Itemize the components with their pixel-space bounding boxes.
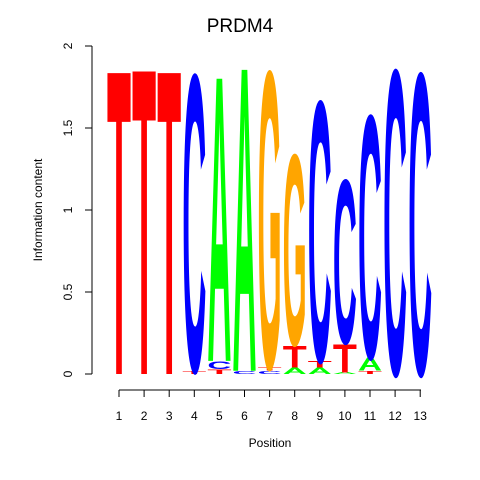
logo-letter-C: C xyxy=(207,359,231,371)
logo-letter-T: T xyxy=(333,336,357,382)
x-tick-label: 9 xyxy=(316,409,323,423)
logo-letter-T: T xyxy=(107,0,131,467)
logo-letter-T: T xyxy=(358,370,382,375)
x-tick-label: 13 xyxy=(414,409,428,423)
logo-letter-C: C xyxy=(233,370,257,375)
x-tick-label: 6 xyxy=(241,409,248,423)
y-axis xyxy=(85,45,93,375)
logo-letter-A: A xyxy=(283,366,307,376)
logo-letter-C: C xyxy=(383,0,407,467)
logo-letter-A: A xyxy=(333,372,357,375)
logo-letter-G: G xyxy=(258,0,282,458)
letter-stacks: T T T TC TCA CA CTG ATG ATC ATC TAC C C xyxy=(107,0,432,468)
y-tick-label: 0.5 xyxy=(61,283,75,300)
logo-letter-G: G xyxy=(283,99,307,404)
x-tick-label: 7 xyxy=(266,409,273,423)
logo-letter-T: T xyxy=(132,0,156,468)
logo-letter-C: C xyxy=(333,130,357,393)
logo-letter-A: A xyxy=(207,0,231,448)
logo-letter-C: C xyxy=(182,0,206,462)
logo-letter-A: A xyxy=(358,354,382,374)
x-tick-label: 3 xyxy=(166,409,173,423)
logo-letter-T: T xyxy=(182,370,206,375)
y-tick-label: 1 xyxy=(61,206,75,213)
x-tick-label: 8 xyxy=(291,409,298,423)
x-tick-label: 10 xyxy=(338,409,352,423)
logo-letter-C: C xyxy=(308,24,332,441)
logo-letter-T: T xyxy=(308,359,333,369)
x-tick-label: 2 xyxy=(141,409,148,423)
logo-letter-T: T xyxy=(283,339,307,375)
logo-letter-C: C xyxy=(408,0,432,467)
logo-letter-T: T xyxy=(157,0,181,467)
chart-title: PRDM4 xyxy=(207,16,274,37)
y-tick-label: 0 xyxy=(61,370,75,377)
y-axis-label: Information content xyxy=(31,158,45,261)
logo-letter-T: T xyxy=(207,368,231,376)
logo-letter-A: A xyxy=(233,0,257,464)
x-axis-label: Position xyxy=(249,436,292,450)
x-tick-label: 5 xyxy=(216,409,223,423)
x-tick-label: 4 xyxy=(191,409,198,423)
logo-letter-C: C xyxy=(258,370,282,375)
x-tick-label: 1 xyxy=(116,409,123,423)
y-tick-label: 2 xyxy=(61,42,75,49)
x-tick-label: 12 xyxy=(388,409,402,423)
logo-letter-C: C xyxy=(358,44,382,433)
y-tick-label: 1.5 xyxy=(61,119,75,136)
x-axis xyxy=(118,389,421,397)
logo-letter-T: T xyxy=(258,367,282,372)
logo-letter-A: A xyxy=(308,366,332,376)
x-tick-label: 11 xyxy=(364,409,377,423)
